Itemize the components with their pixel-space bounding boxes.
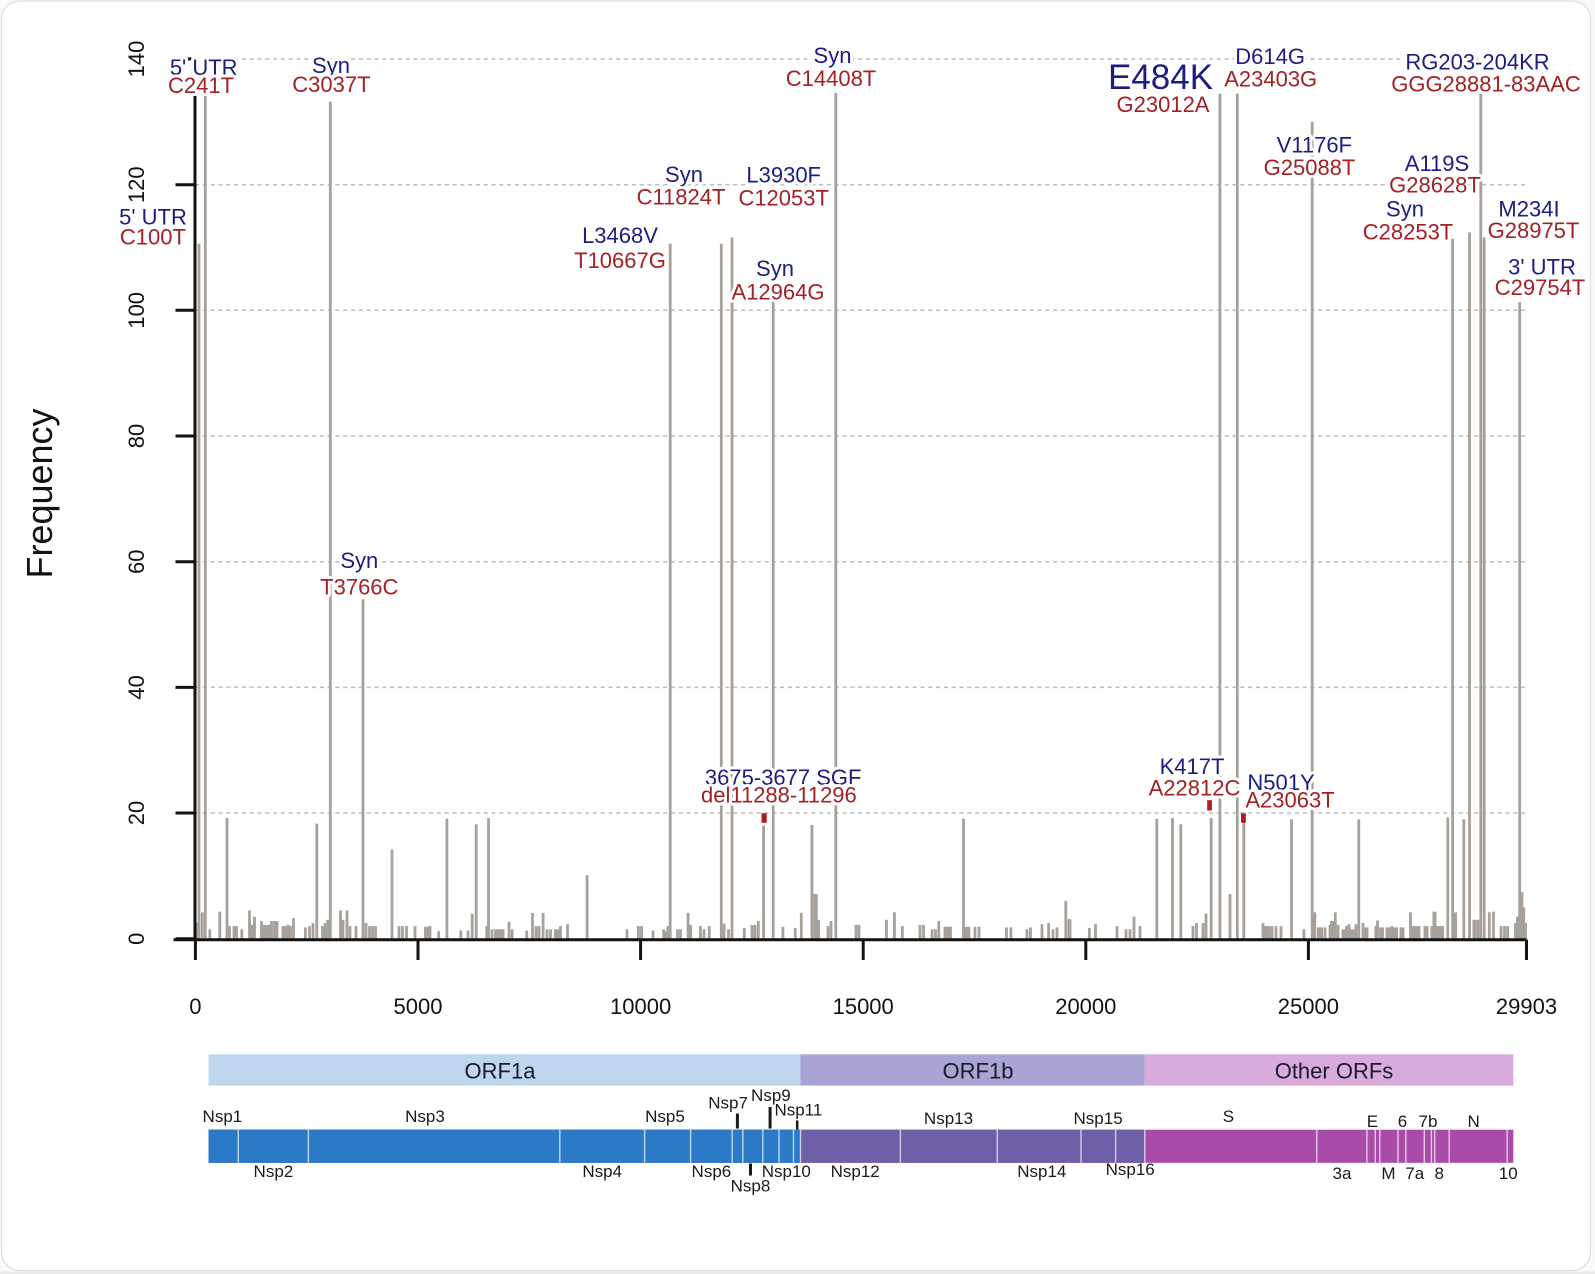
svg-text:C29754T: C29754T bbox=[1495, 275, 1586, 300]
svg-text:A12964G: A12964G bbox=[732, 280, 825, 305]
svg-text:0: 0 bbox=[124, 933, 149, 945]
svg-text:N501Y: N501Y bbox=[1247, 770, 1315, 795]
svg-text:120: 120 bbox=[124, 166, 149, 203]
svg-text:T3766C: T3766C bbox=[320, 575, 398, 600]
svg-text:0: 0 bbox=[189, 994, 201, 1019]
svg-text:Syn: Syn bbox=[756, 256, 794, 281]
svg-text:A23063T: A23063T bbox=[1245, 788, 1334, 813]
svg-text:Nsp12: Nsp12 bbox=[831, 1162, 880, 1181]
svg-text:Nsp6: Nsp6 bbox=[692, 1162, 732, 1181]
svg-text:M234I: M234I bbox=[1498, 197, 1559, 222]
svg-text:E484K: E484K bbox=[1108, 58, 1213, 97]
svg-text:Syn: Syn bbox=[665, 162, 703, 187]
svg-text:L3930F: L3930F bbox=[746, 163, 821, 188]
svg-text:5' UTR: 5' UTR bbox=[119, 204, 187, 229]
svg-text:RG203-204KR: RG203-204KR bbox=[1405, 50, 1549, 75]
svg-text:3' UTR: 3' UTR bbox=[1508, 255, 1576, 280]
svg-text:40: 40 bbox=[124, 675, 149, 699]
svg-text:29903: 29903 bbox=[1496, 994, 1557, 1019]
svg-text:Nsp11: Nsp11 bbox=[774, 1100, 822, 1119]
svg-text:S: S bbox=[1223, 1107, 1234, 1126]
svg-text:3675-3677 SGF: 3675-3677 SGF bbox=[705, 765, 862, 790]
svg-text:ORF1b: ORF1b bbox=[943, 1059, 1014, 1084]
svg-text:C100T: C100T bbox=[120, 225, 186, 250]
svg-text:Nsp1: Nsp1 bbox=[203, 1107, 243, 1126]
svg-text:C241T: C241T bbox=[168, 73, 234, 98]
svg-text:G28975T: G28975T bbox=[1488, 218, 1580, 243]
svg-text:5000: 5000 bbox=[394, 994, 443, 1019]
svg-text:Nsp14: Nsp14 bbox=[1017, 1162, 1066, 1181]
svg-text:Other ORFs: Other ORFs bbox=[1275, 1059, 1394, 1084]
svg-text:Syn: Syn bbox=[814, 43, 852, 68]
svg-text:A119S: A119S bbox=[1405, 151, 1469, 176]
svg-text:Frequency: Frequency bbox=[19, 408, 60, 578]
svg-text:6: 6 bbox=[1398, 1112, 1407, 1131]
svg-text:T10667G: T10667G bbox=[574, 248, 666, 273]
svg-text:80: 80 bbox=[124, 424, 149, 448]
svg-text:Syn: Syn bbox=[340, 548, 378, 573]
svg-text:60: 60 bbox=[124, 549, 149, 573]
svg-text:C11824T: C11824T bbox=[637, 185, 726, 210]
svg-text:Syn: Syn bbox=[1386, 197, 1424, 222]
svg-text:15000: 15000 bbox=[833, 994, 894, 1019]
svg-text:V1176F: V1176F bbox=[1277, 132, 1352, 157]
svg-text:Nsp10: Nsp10 bbox=[762, 1162, 811, 1181]
svg-text:A22812C: A22812C bbox=[1149, 776, 1241, 801]
svg-text:C12053T: C12053T bbox=[738, 185, 829, 210]
svg-text:N: N bbox=[1468, 1112, 1480, 1131]
svg-text:del11288-11296: del11288-11296 bbox=[701, 782, 857, 807]
svg-text:10000: 10000 bbox=[610, 994, 671, 1019]
svg-text:Nsp16: Nsp16 bbox=[1106, 1160, 1155, 1179]
svg-text:Nsp13: Nsp13 bbox=[924, 1109, 973, 1128]
svg-text:K417T: K417T bbox=[1160, 754, 1225, 779]
svg-text:Nsp2: Nsp2 bbox=[254, 1162, 294, 1181]
svg-text:C3037T: C3037T bbox=[292, 72, 370, 97]
svg-text:L3468V: L3468V bbox=[582, 223, 658, 248]
svg-text:Nsp4: Nsp4 bbox=[582, 1162, 622, 1181]
svg-text:Syn: Syn bbox=[312, 53, 350, 78]
svg-text:G28628T: G28628T bbox=[1389, 173, 1481, 198]
svg-text:100: 100 bbox=[124, 292, 149, 329]
svg-text:ORF1a: ORF1a bbox=[465, 1059, 537, 1084]
svg-text:A23403G: A23403G bbox=[1224, 67, 1317, 92]
svg-text:7b: 7b bbox=[1419, 1112, 1438, 1131]
svg-text:5' UTR: 5' UTR bbox=[170, 55, 238, 80]
svg-text:D614G: D614G bbox=[1235, 44, 1305, 69]
svg-text:140: 140 bbox=[124, 41, 149, 78]
svg-text:G25088T: G25088T bbox=[1264, 155, 1356, 180]
svg-text:M: M bbox=[1381, 1164, 1395, 1183]
svg-text:20: 20 bbox=[124, 801, 149, 825]
svg-text:Nsp9: Nsp9 bbox=[751, 1086, 791, 1105]
svg-text:10: 10 bbox=[1499, 1164, 1518, 1183]
svg-text:Nsp15: Nsp15 bbox=[1074, 1109, 1123, 1128]
svg-text:G23012A: G23012A bbox=[1117, 92, 1210, 117]
svg-text:Nsp8: Nsp8 bbox=[731, 1177, 771, 1196]
svg-text:8: 8 bbox=[1434, 1164, 1443, 1183]
svg-text:Nsp7: Nsp7 bbox=[708, 1094, 748, 1113]
svg-text:E: E bbox=[1367, 1112, 1378, 1131]
svg-text:20000: 20000 bbox=[1055, 994, 1116, 1019]
svg-text:GGG28881-83AAC: GGG28881-83AAC bbox=[1391, 71, 1581, 96]
svg-text:C14408T: C14408T bbox=[786, 66, 877, 91]
svg-text:Nsp5: Nsp5 bbox=[645, 1107, 685, 1126]
svg-text:C28253T: C28253T bbox=[1363, 219, 1454, 244]
svg-text:3a: 3a bbox=[1333, 1164, 1352, 1183]
svg-text:7a: 7a bbox=[1405, 1164, 1424, 1183]
svg-text:Nsp3: Nsp3 bbox=[405, 1107, 445, 1126]
svg-text:25000: 25000 bbox=[1278, 994, 1339, 1019]
